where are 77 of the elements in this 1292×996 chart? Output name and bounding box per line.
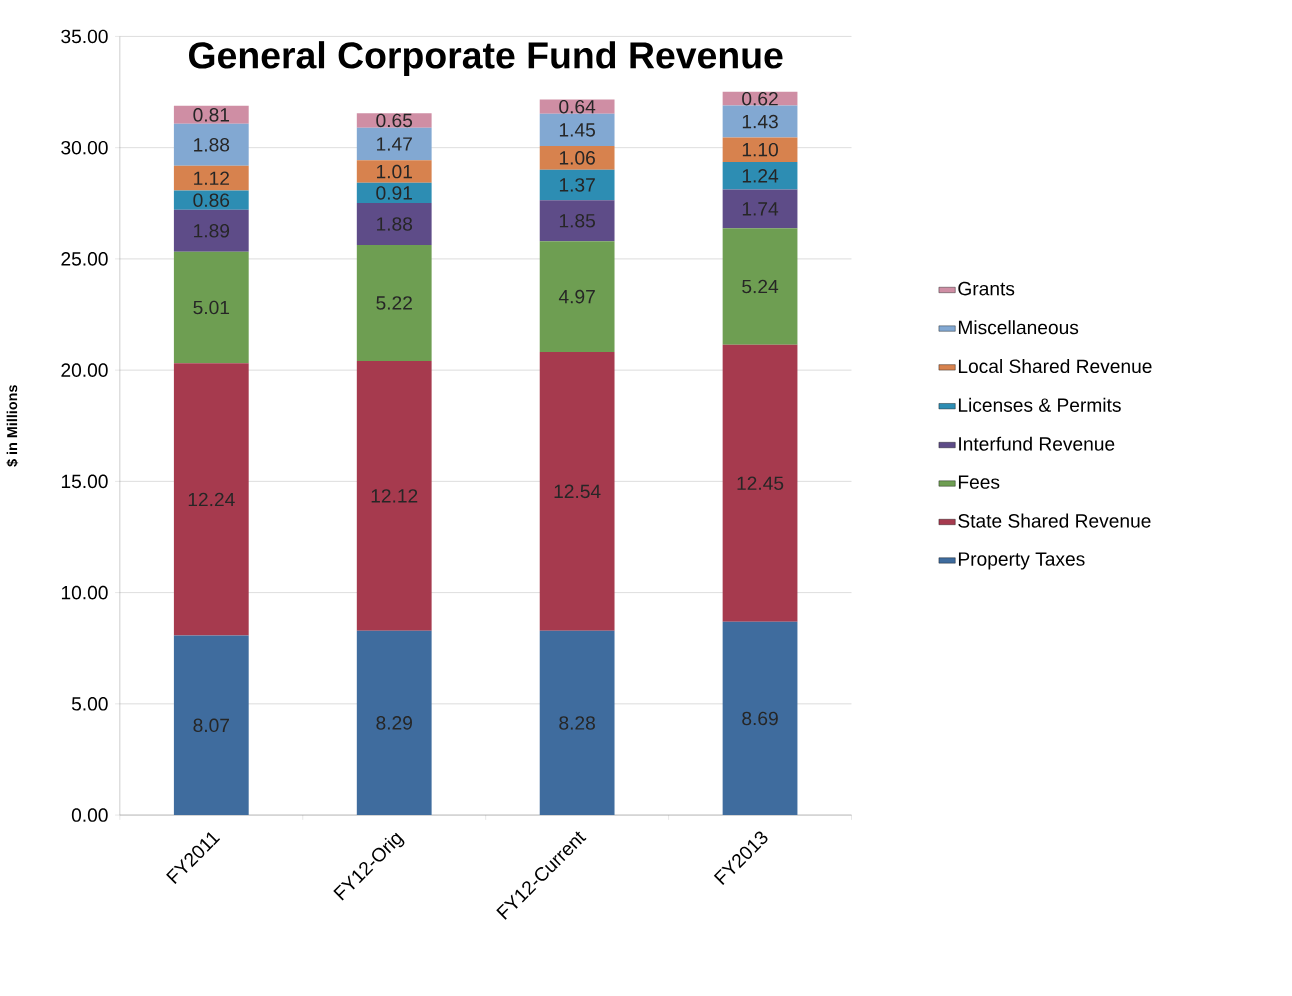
data-label: 8.29 xyxy=(376,715,412,730)
y-tick-label: 5.00 xyxy=(71,696,108,711)
bar xyxy=(356,360,432,631)
data-label: 1.12 xyxy=(194,171,229,185)
bar xyxy=(173,251,249,364)
legend-label: Licenses & Permits xyxy=(958,397,1121,412)
data-label: 5.22 xyxy=(376,296,412,310)
data-label: 1.45 xyxy=(559,123,595,137)
data-label: 8.07 xyxy=(193,718,229,732)
y-tick-label: 0.00 xyxy=(71,808,108,822)
bar xyxy=(356,160,432,183)
data-label: 0.91 xyxy=(376,186,412,200)
data-label: 1.24 xyxy=(742,168,779,183)
legend-label: Fees xyxy=(958,475,1000,489)
bar xyxy=(356,202,432,245)
y-tick-label: 20.00 xyxy=(61,363,108,377)
legend-label: Grants xyxy=(958,281,1015,296)
legend-label: Local Shared Revenue xyxy=(958,358,1152,373)
data-label: 1.01 xyxy=(377,164,412,179)
data-label: 12.24 xyxy=(188,492,235,506)
bar xyxy=(173,635,249,815)
bar xyxy=(173,123,249,166)
data-label: 1.88 xyxy=(194,137,230,152)
data-label: 12.45 xyxy=(737,476,784,490)
data-label: 1.85 xyxy=(559,213,595,228)
data-label: 8.69 xyxy=(742,711,778,726)
data-label: 4.97 xyxy=(558,289,595,304)
data-label: 1.06 xyxy=(559,150,595,165)
chart-title: General Corporate Fund Revenue xyxy=(189,41,783,76)
data-label: 1.10 xyxy=(742,142,778,157)
bar xyxy=(722,137,798,162)
legend-label: Property Taxes xyxy=(958,552,1085,570)
data-label: 0.62 xyxy=(742,91,778,106)
data-label: 5.24 xyxy=(742,279,779,294)
legend-label: Interfund Revenue xyxy=(959,436,1115,451)
data-label: 1.89 xyxy=(194,223,230,238)
data-label: 5.01 xyxy=(193,300,230,315)
data-label: 8.28 xyxy=(559,716,595,730)
data-label: 1.37 xyxy=(559,177,595,192)
bar xyxy=(722,189,798,229)
bar xyxy=(539,145,615,170)
bar xyxy=(722,105,798,138)
data-label: 0.65 xyxy=(376,113,413,128)
bar xyxy=(722,344,798,622)
y-tick-label: 35.00 xyxy=(61,29,108,44)
bar xyxy=(539,200,615,242)
bar xyxy=(539,241,615,352)
data-label: 12.12 xyxy=(371,488,418,503)
data-label: 1.88 xyxy=(377,217,413,231)
bar xyxy=(173,165,249,191)
bar xyxy=(356,113,432,128)
data-label: 0.86 xyxy=(193,193,230,207)
bar xyxy=(539,113,615,146)
bar xyxy=(356,127,432,161)
legend-label: State Shared Revenue xyxy=(958,513,1151,528)
y-axis-title: $ in Millions xyxy=(6,385,19,467)
y-tick-label: 15.00 xyxy=(61,474,108,488)
bar xyxy=(722,228,798,345)
y-tick-label: 30.00 xyxy=(61,140,108,155)
y-tick-label: 10.00 xyxy=(61,585,108,600)
y-tick-label: 25.00 xyxy=(61,251,108,266)
bar xyxy=(356,630,432,815)
bar xyxy=(173,209,249,252)
bar xyxy=(722,161,798,190)
bar xyxy=(173,363,249,636)
bar xyxy=(539,169,615,201)
data-label: 1.74 xyxy=(742,202,779,216)
data-label: 0.64 xyxy=(559,99,596,114)
bar xyxy=(539,351,615,631)
bar xyxy=(356,244,432,361)
data-label: 1.47 xyxy=(377,137,412,151)
bar xyxy=(539,630,615,815)
legend-label: Miscellaneous xyxy=(958,320,1079,335)
data-label: 1.43 xyxy=(742,114,778,129)
data-label: 0.81 xyxy=(193,107,230,122)
bar xyxy=(722,621,798,815)
data-label: 12.54 xyxy=(554,484,601,499)
